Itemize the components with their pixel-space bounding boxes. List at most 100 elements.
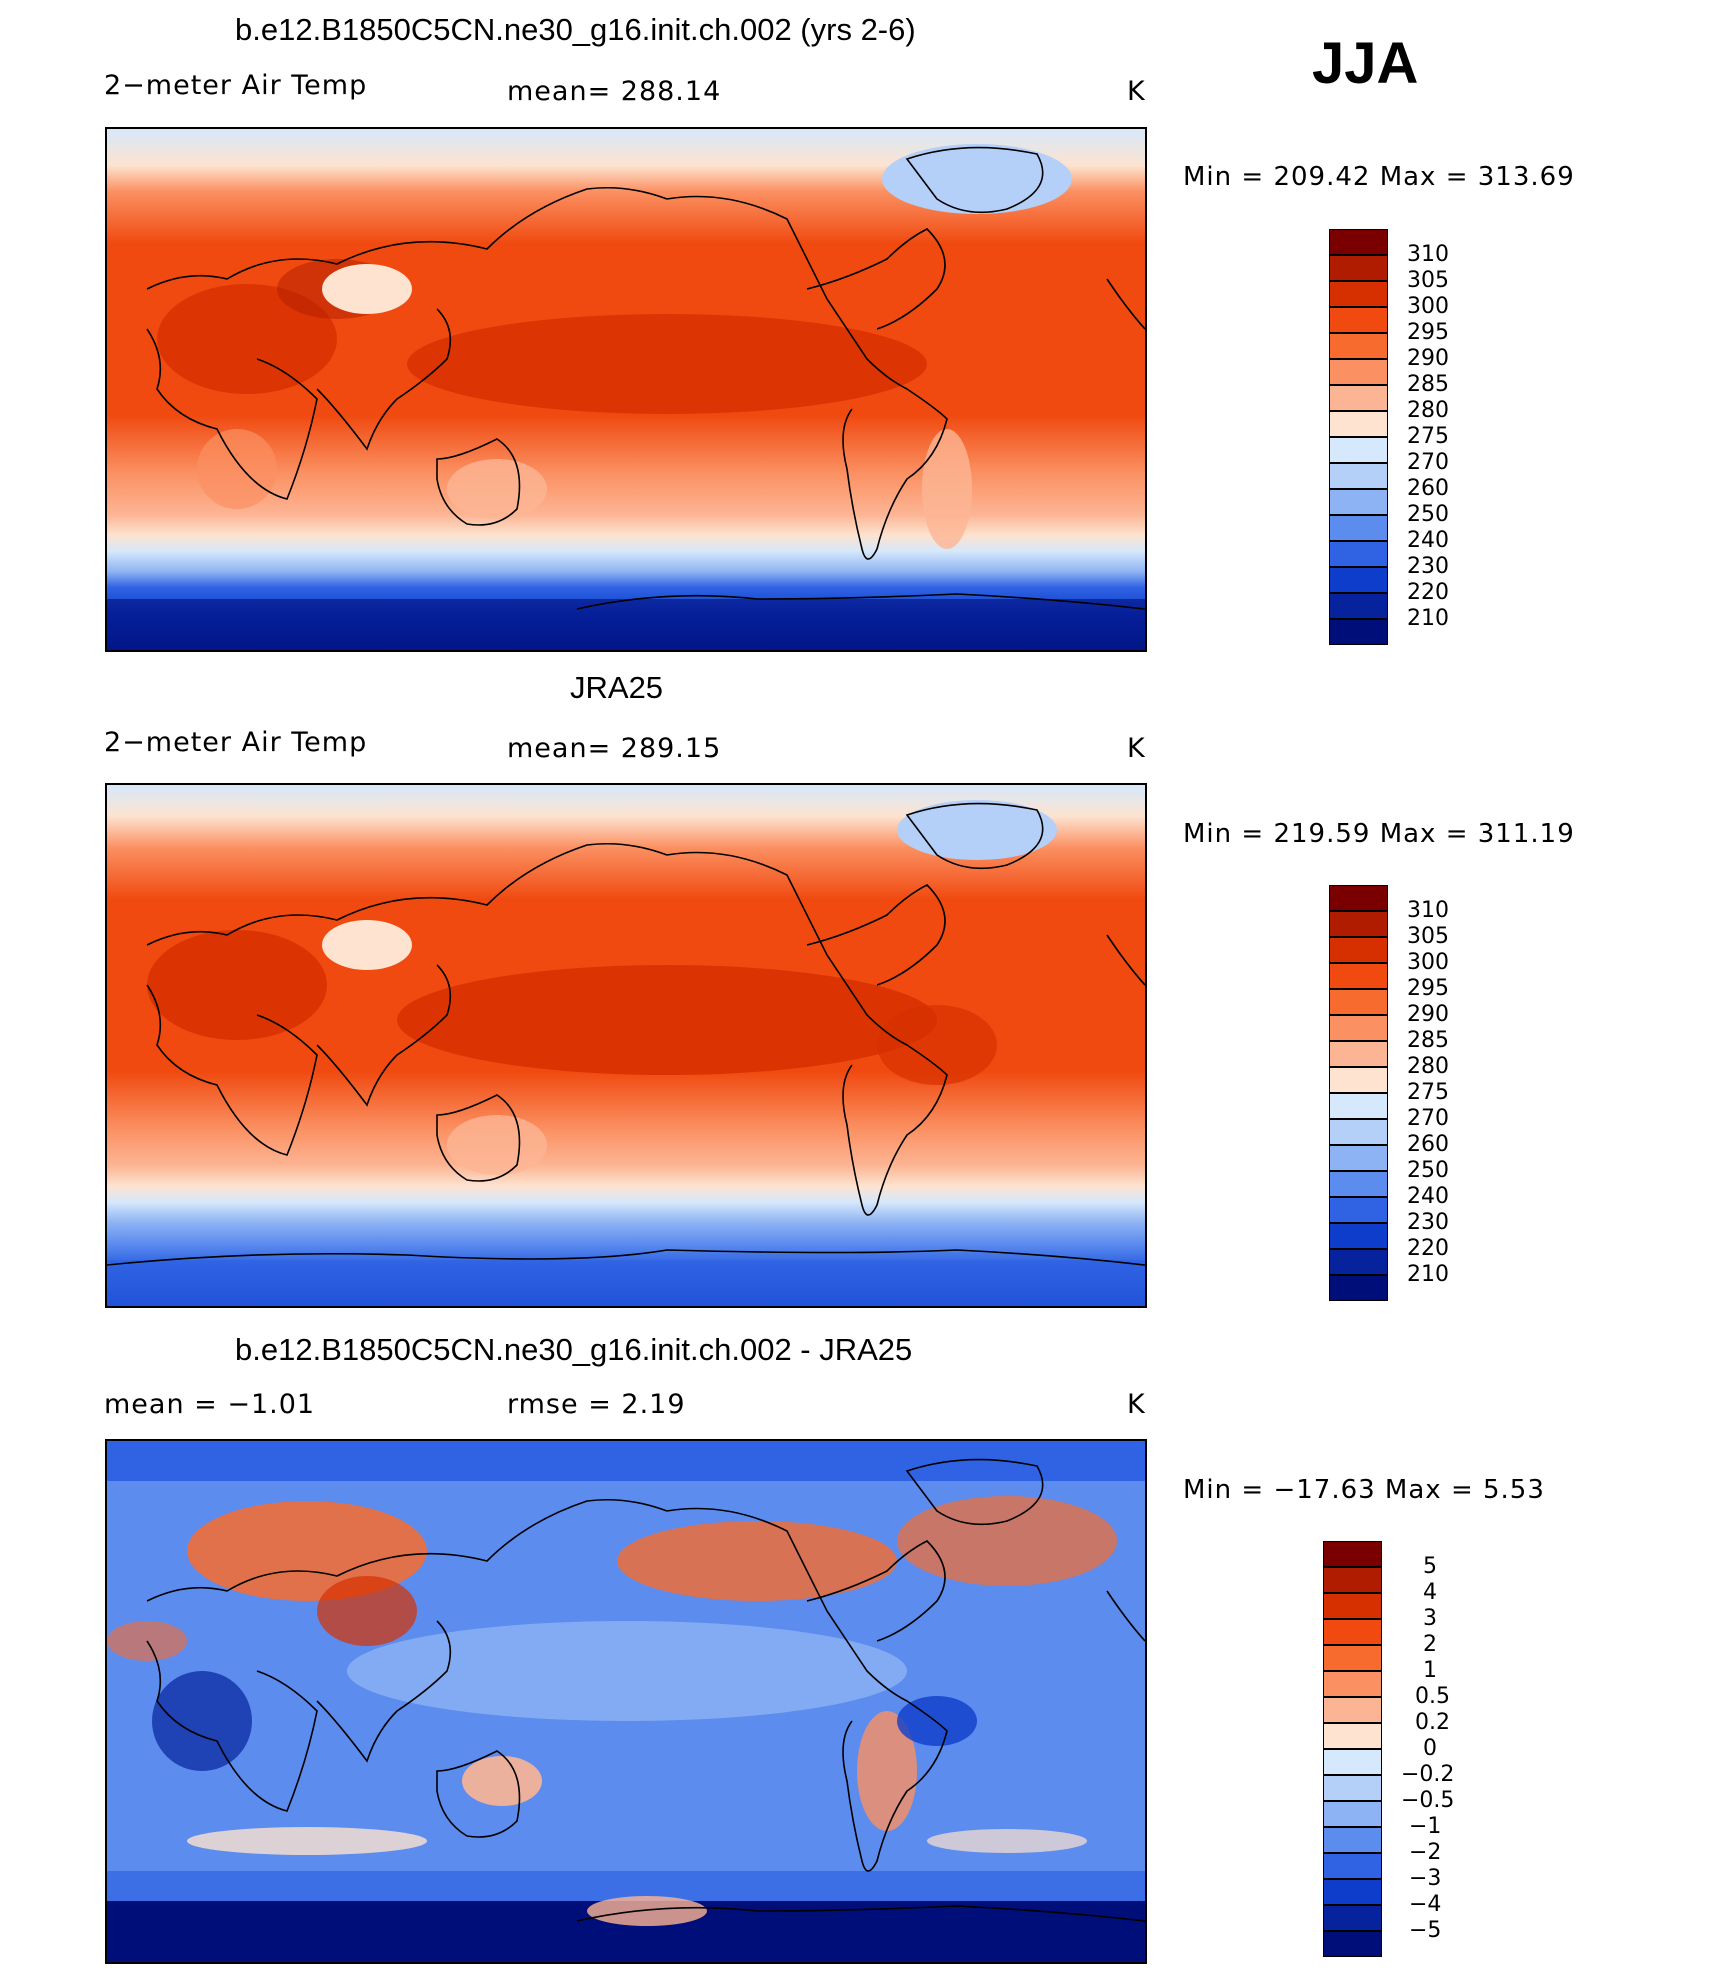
panel2-colorbar-swatch xyxy=(1329,1249,1388,1275)
panel2-colorbar-swatch xyxy=(1329,1093,1388,1119)
panel3-colorbar-swatch xyxy=(1323,1567,1382,1593)
panel3-colorbar-swatch xyxy=(1323,1541,1382,1567)
panel2-variable-label: 2−meter Air Temp xyxy=(104,727,368,758)
panel2-colorbar-swatch xyxy=(1329,1145,1388,1171)
panel2-colorbar-swatch xyxy=(1329,937,1388,963)
panel2-colorbar-swatch xyxy=(1329,1275,1388,1301)
panel3-colorbar-label: −3 xyxy=(1409,1866,1442,1891)
panel3-colorbar-label: 5 xyxy=(1423,1554,1437,1579)
panel1-colorbar-label: 220 xyxy=(1407,580,1449,605)
panel2-colorbar-label: 250 xyxy=(1407,1158,1449,1183)
panel3-colorbar-label: −0.2 xyxy=(1401,1762,1455,1787)
panel3-colorbar-swatch xyxy=(1323,1593,1382,1619)
panel1-colorbar-label: 295 xyxy=(1407,320,1449,345)
panel1-colorbar-swatch xyxy=(1329,463,1388,489)
panel3-colorbar-label: 0 xyxy=(1423,1736,1437,1761)
panel1-mean-label: mean= 288.14 xyxy=(507,76,722,107)
panel1-colorbar-swatch xyxy=(1329,593,1388,619)
panel2-colorbar-label: 240 xyxy=(1407,1184,1449,1209)
panel3-colorbar-swatch xyxy=(1323,1853,1382,1879)
panel2-colorbar-label: 275 xyxy=(1407,1080,1449,1105)
panel2-colorbar-swatch xyxy=(1329,989,1388,1015)
panel1-colorbar-label: 305 xyxy=(1407,268,1449,293)
panel1-map-field xyxy=(107,129,1145,650)
panel2-colorbar-label: 300 xyxy=(1407,950,1449,975)
panel3-map-field xyxy=(107,1441,1145,1962)
panel1-colorbar-label: 310 xyxy=(1407,242,1449,267)
panel1-units: K xyxy=(1127,76,1146,107)
panel2-colorbar: 310 305 300 295 290 285 280 275 270 260 … xyxy=(1329,885,1469,1301)
panel3-mean-label: mean = −1.01 xyxy=(104,1389,316,1420)
panel3-colorbar-label: −5 xyxy=(1409,1918,1442,1943)
panel2-colorbar-label: 290 xyxy=(1407,1002,1449,1027)
panel1-colorbar-label: 230 xyxy=(1407,554,1449,579)
panel3-colorbar-swatch xyxy=(1323,1879,1382,1905)
panel3-colorbar-label: 2 xyxy=(1423,1632,1437,1657)
panel2-colorbar-swatch xyxy=(1329,885,1388,911)
panel1-colorbar-label: 275 xyxy=(1407,424,1449,449)
panel1-colorbar-swatch xyxy=(1329,567,1388,593)
panel1-colorbar-swatch xyxy=(1329,333,1388,359)
panel2-minmax: Min = 219.59 Max = 311.19 xyxy=(1183,819,1575,849)
panel3-colorbar-label: 3 xyxy=(1423,1606,1437,1631)
panel2-colorbar-label: 260 xyxy=(1407,1132,1449,1157)
panel1-colorbar-swatch xyxy=(1329,255,1388,281)
panel2-mean-label: mean= 289.15 xyxy=(507,733,722,764)
panel1-colorbar-swatch xyxy=(1329,411,1388,437)
panel2-colorbar-label: 280 xyxy=(1407,1054,1449,1079)
panel3-colorbar-swatch xyxy=(1323,1723,1382,1749)
panel3-units: K xyxy=(1127,1389,1146,1420)
panel2-colorbar-label: 220 xyxy=(1407,1236,1449,1261)
panel1-colorbar-label: 260 xyxy=(1407,476,1449,501)
panel3-colorbar-swatch xyxy=(1323,1645,1382,1671)
panel2-colorbar-label: 270 xyxy=(1407,1106,1449,1131)
panel1-colorbar-label: 240 xyxy=(1407,528,1449,553)
panel3-title: b.e12.B1850C5CN.ne30_g16.init.ch.002 - J… xyxy=(235,1332,913,1367)
panel2-colorbar-label: 210 xyxy=(1407,1262,1449,1287)
panel2-colorbar-swatch xyxy=(1329,1119,1388,1145)
panel2-colorbar-label: 230 xyxy=(1407,1210,1449,1235)
panel2-colorbar-swatch xyxy=(1329,1067,1388,1093)
panel2-map xyxy=(105,783,1147,1308)
panel1-colorbar-swatch xyxy=(1329,489,1388,515)
panel3-colorbar-swatch xyxy=(1323,1775,1382,1801)
panel1-colorbar-swatch xyxy=(1329,437,1388,463)
panel3-colorbar-swatch xyxy=(1323,1905,1382,1931)
panel3-colorbar-swatch xyxy=(1323,1697,1382,1723)
panel2-colorbar-swatch xyxy=(1329,1223,1388,1249)
panel1-colorbar: 310 305 300 295 290 285 280 275 270 260 … xyxy=(1329,229,1469,645)
panel1-colorbar-swatch xyxy=(1329,385,1388,411)
panel3-colorbar-label: −0.5 xyxy=(1401,1788,1455,1813)
panel2-colorbar-swatch xyxy=(1329,1015,1388,1041)
panel1-colorbar-swatch xyxy=(1329,515,1388,541)
panel1-colorbar-swatch xyxy=(1329,619,1388,645)
panel3-rmse-label: rmse = 2.19 xyxy=(507,1389,686,1420)
panel1-colorbar-swatch xyxy=(1329,359,1388,385)
panel3-colorbar-label: 0.5 xyxy=(1415,1684,1450,1709)
panel3-colorbar-swatch xyxy=(1323,1931,1382,1957)
panel1-title: b.e12.B1850C5CN.ne30_g16.init.ch.002 (yr… xyxy=(235,12,916,47)
panel2-colorbar-swatch xyxy=(1329,1197,1388,1223)
panel2-colorbar-swatch xyxy=(1329,911,1388,937)
panel2-colorbar-swatch xyxy=(1329,1171,1388,1197)
panel1-colorbar-label: 280 xyxy=(1407,398,1449,423)
panel3-colorbar-label: −1 xyxy=(1409,1814,1442,1839)
panel1-colorbar-swatch xyxy=(1329,541,1388,567)
panel1-colorbar-label: 210 xyxy=(1407,606,1449,631)
panel2-colorbar-swatch xyxy=(1329,963,1388,989)
panel2-colorbar-label: 295 xyxy=(1407,976,1449,1001)
panel3-colorbar-swatch xyxy=(1323,1801,1382,1827)
panel3-colorbar-swatch xyxy=(1323,1671,1382,1697)
panel2-colorbar-label: 305 xyxy=(1407,924,1449,949)
panel3-colorbar-label: 0.2 xyxy=(1415,1710,1450,1735)
panel1-colorbar-label: 285 xyxy=(1407,372,1449,397)
panel3-colorbar-swatch xyxy=(1323,1827,1382,1853)
panel3-minmax: Min = −17.63 Max = 5.53 xyxy=(1183,1475,1545,1505)
panel1-map xyxy=(105,127,1147,652)
panel3-colorbar-swatch xyxy=(1323,1619,1382,1645)
panel1-variable-label: 2−meter Air Temp xyxy=(104,70,368,101)
panel2-map-field xyxy=(107,785,1145,1306)
panel1-colorbar-label: 270 xyxy=(1407,450,1449,475)
panel3-colorbar-label: −2 xyxy=(1409,1840,1442,1865)
panel1-colorbar-swatch xyxy=(1329,229,1388,255)
